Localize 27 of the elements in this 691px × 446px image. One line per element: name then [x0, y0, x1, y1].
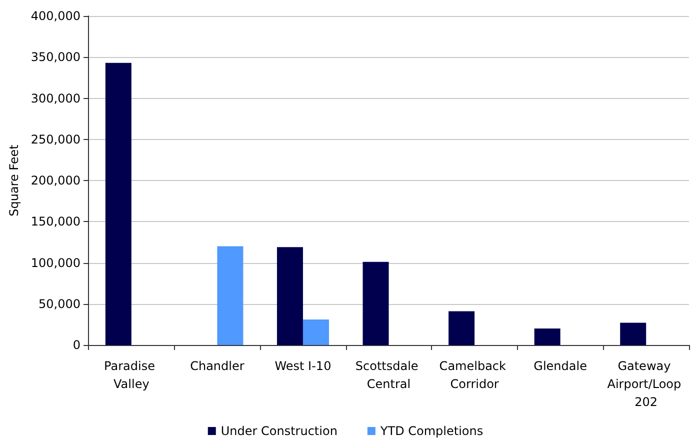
x-tick-label: Glendale	[534, 359, 587, 373]
bar	[302, 320, 329, 345]
y-tick-label: 350,000	[30, 50, 81, 64]
x-tick-label: Gateway Airport/Loop 202	[607, 359, 685, 409]
y-tick-label: 300,000	[30, 91, 81, 106]
bar	[217, 246, 244, 345]
x-tick-label: West I-10	[274, 359, 332, 373]
bar	[105, 62, 132, 345]
bar	[448, 311, 475, 345]
x-tick-label: Scottsdale Central	[355, 359, 422, 391]
x-tick-label: Chandler	[190, 359, 244, 373]
y-tick-label: 150,000	[30, 214, 81, 229]
legend-label: Under Construction	[220, 424, 338, 438]
y-tick-label: 200,000	[30, 174, 81, 188]
legend-label: YTD Completions	[379, 424, 484, 438]
x-tick-label: Paradise Valley	[104, 359, 159, 391]
y-axis-title: Square Feet	[7, 144, 21, 216]
y-tick-label: 400,000	[30, 9, 81, 23]
y-tick-label: 50,000	[38, 296, 81, 311]
bar	[534, 328, 560, 345]
bar	[276, 247, 303, 345]
bar	[620, 322, 646, 345]
y-tick-label: 250,000	[30, 132, 81, 146]
y-tick-label: 100,000	[30, 256, 81, 270]
y-tick-label: 0	[72, 338, 81, 352]
x-tick-label: Camelback Corridor	[439, 359, 510, 391]
bar	[362, 262, 389, 345]
